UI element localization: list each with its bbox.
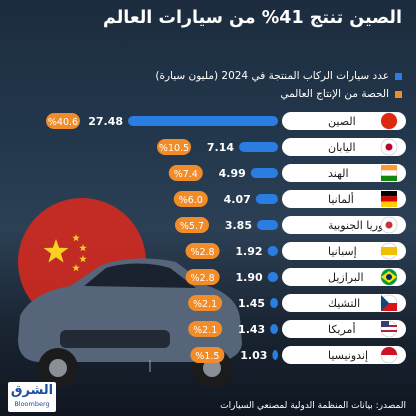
flag-germany-band <box>381 201 397 207</box>
bar <box>267 272 278 282</box>
share-label: %10.5 <box>159 143 189 154</box>
country-pill <box>282 242 406 260</box>
flag-indonesia-band <box>381 347 397 355</box>
share-label: %2.1 <box>193 299 217 310</box>
share-pill <box>190 347 225 363</box>
value-label: 1.43 <box>238 323 265 336</box>
share-label: %2.8 <box>191 273 215 284</box>
value-label: 27.48 <box>88 115 123 128</box>
legend-item-volume: عدد سيارات الركاب المنتجة في 2024 (مليون… <box>102 70 402 82</box>
share-pill <box>185 269 220 285</box>
flag-usa-stripe <box>381 330 397 332</box>
share-pill <box>185 243 220 259</box>
flag-china-fill <box>381 113 397 129</box>
flag-usa-canton <box>381 321 389 327</box>
country-label: ألمانيا <box>328 192 354 206</box>
car-windshield <box>84 263 196 288</box>
bar <box>239 142 278 152</box>
country-pill <box>282 268 406 286</box>
flag-star-small <box>72 264 80 272</box>
bar <box>272 350 278 360</box>
flag-star-small <box>79 255 87 263</box>
country-pill <box>282 112 406 130</box>
flag-spain-band <box>381 247 397 255</box>
share-label: %6.0 <box>179 195 203 206</box>
legend-label-volume: عدد سيارات الركاب المنتجة في 2024 (مليون… <box>155 70 389 82</box>
country-label: أمريكا <box>328 322 356 336</box>
logo-arabic-text: الشرق <box>10 383 54 398</box>
bar <box>270 298 278 308</box>
value-label: 1.45 <box>238 297 265 310</box>
share-pill <box>157 139 192 155</box>
country-label: إندونيسيا <box>328 349 368 362</box>
flag-india-band <box>381 165 397 171</box>
logo-english-text: Bloomberg <box>14 400 50 408</box>
value-label: 1.92 <box>235 245 262 258</box>
share-pill <box>188 295 223 311</box>
bar <box>255 194 278 204</box>
flag-germany-band <box>381 191 397 197</box>
bar <box>270 324 278 334</box>
legend-swatch-blue <box>395 72 402 80</box>
country-pill <box>282 216 406 234</box>
country-pill <box>282 320 406 338</box>
country-label: كوريا الجنوبية <box>328 219 390 232</box>
flag-star-small <box>72 234 80 242</box>
bar <box>267 246 278 256</box>
flag-czech-band <box>381 303 397 311</box>
country-label: اليابان <box>328 141 356 154</box>
share-label: %2.8 <box>190 247 214 258</box>
value-label: 4.07 <box>224 193 251 206</box>
value-label: 7.14 <box>207 141 234 154</box>
country-label: البرازيل <box>328 271 364 284</box>
share-pill <box>168 165 203 181</box>
country-pill <box>282 294 406 312</box>
value-label: 1.90 <box>235 271 262 284</box>
country-pill <box>282 164 406 182</box>
share-label: %5.7 <box>180 221 204 232</box>
value-label: 1.03 <box>240 349 267 362</box>
country-label: الصين <box>328 115 356 128</box>
car-hub-rear <box>203 359 221 377</box>
share-pill <box>188 321 223 337</box>
flag-brazil-globe <box>386 274 392 280</box>
flag-germany-band <box>381 196 397 202</box>
country-label: التشيك <box>328 297 360 310</box>
chart-title: الصين تنتج 41% من سيارات العالم <box>102 8 402 28</box>
share-label: %2.1 <box>193 325 217 336</box>
source-note: المصدر: بيانات المنظمة الدولية لمصنعي ال… <box>220 401 406 411</box>
country-label: الهند <box>328 167 349 180</box>
car-grille <box>60 330 170 348</box>
share-pill <box>173 191 208 207</box>
share-label: %7.4 <box>174 169 198 180</box>
value-label: 3.85 <box>225 219 252 232</box>
share-pill <box>46 113 80 129</box>
share-pill <box>174 217 209 233</box>
country-pill <box>282 190 406 208</box>
bar <box>128 116 278 126</box>
bar <box>256 220 278 230</box>
flag-star-large <box>43 239 69 263</box>
legend-swatch-orange <box>395 90 402 98</box>
bar <box>250 168 278 178</box>
car-hub-front <box>49 359 67 377</box>
country-pill <box>282 138 406 156</box>
country-label: إسبانيا <box>328 245 357 258</box>
flag-india-band <box>381 175 397 181</box>
legend-label-share: الحصة من الإنتاج العالمي <box>280 88 389 100</box>
country-pill <box>282 346 406 364</box>
value-label: 4.99 <box>219 167 246 180</box>
asharq-bloomberg-logo: الشرق Bloomberg <box>8 382 56 412</box>
flag-korea-taegeuk <box>385 221 393 229</box>
share-label: %40.6 <box>48 117 78 128</box>
legend-item-share: الحصة من الإنتاج العالمي <box>102 88 402 100</box>
flag-japan-sun <box>385 143 393 151</box>
flag-star-small <box>79 244 87 252</box>
share-label: %1.5 <box>195 351 219 362</box>
flag-czech-triangle <box>381 295 389 311</box>
